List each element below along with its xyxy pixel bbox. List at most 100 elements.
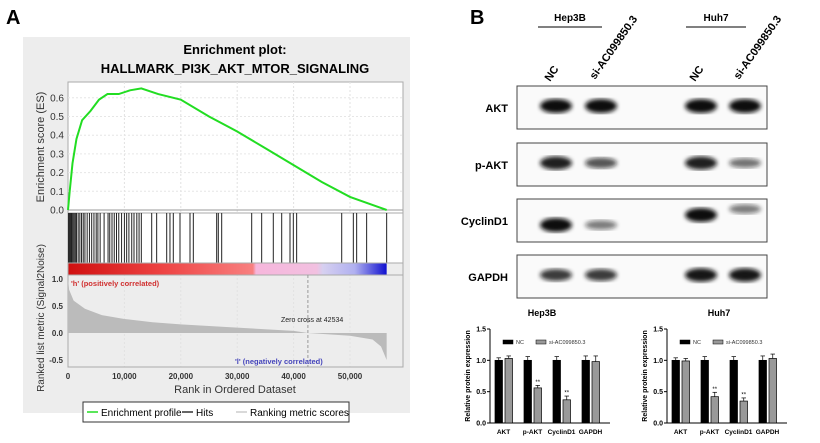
protein-band	[729, 204, 761, 214]
blot-row-label: GAPDH	[468, 272, 508, 284]
protein-band	[729, 99, 761, 113]
es-ytick: 0.4	[50, 131, 64, 142]
protein-band	[585, 269, 617, 281]
significance-mark: **	[712, 387, 717, 393]
bar-ytick: 0.5	[653, 389, 663, 396]
metric-ytick: 1.0	[52, 275, 64, 284]
bar-xtick: p-AKT	[523, 429, 543, 436]
metric-xtick: 30,000	[225, 372, 250, 381]
bar-chart-title: Hep3B	[528, 308, 557, 318]
blot-row-label: p-AKT	[475, 160, 508, 172]
metric-ylabel: Ranked list metric (Signal2Noise)	[36, 244, 47, 392]
bar	[494, 359, 503, 424]
huh7-bar-chart: Huh7 Relative protein expression 0.0 0.5 1.0…	[642, 308, 787, 436]
blot-row-label: CyclinD1	[461, 216, 508, 228]
legend-label: NC	[693, 340, 701, 346]
es-ylabel: Enrichment score (ES)	[35, 92, 47, 203]
hep3b-bar-chart: Hep3B Relative protein expression 0.0 0.5 1.…	[465, 308, 610, 436]
es-ytick: 0.0	[50, 206, 64, 217]
bar-ytick: 1.0	[476, 358, 486, 365]
significance-mark: **	[535, 380, 540, 386]
es-ytick: 0.6	[50, 93, 64, 104]
protein-band	[685, 99, 717, 113]
bar	[523, 359, 532, 424]
lane-label: NC	[543, 64, 562, 84]
metric-ytick: 0.5	[52, 302, 64, 311]
protein-band	[540, 269, 572, 281]
significance-mark: **	[741, 392, 746, 398]
metric-ytick: -0.5	[49, 356, 63, 365]
bar	[739, 400, 748, 424]
western-blot: NC si-AC099850.3 NC si-AC099850.3 AKT p-AKT Cy…	[461, 14, 785, 299]
legend-hits: Hits	[196, 408, 213, 419]
legend-swatch	[535, 339, 547, 345]
positive-correlated-label: 'h' (positively correlated)	[71, 279, 160, 288]
bar-xtick: p-AKT	[700, 429, 720, 436]
bar-xtick: GAPDH	[579, 429, 603, 436]
metric-xtick: 0	[66, 372, 71, 381]
bar-xtick: GAPDH	[756, 429, 780, 436]
protein-band	[585, 157, 617, 169]
metric-xlabel: Rank in Ordered Dataset	[174, 384, 296, 396]
protein-band	[729, 158, 761, 168]
bar-ytick: 1.0	[653, 358, 663, 365]
legend-label: si-AC099850.3	[726, 340, 762, 346]
bar	[562, 399, 571, 424]
blot-row-label: AKT	[485, 103, 508, 115]
protein-band	[685, 208, 717, 222]
bar	[591, 361, 600, 424]
bar-ytick: 1.5	[476, 327, 486, 334]
bar	[710, 396, 719, 424]
enrichment-profile-line	[67, 87, 387, 211]
bar-ytick: 1.5	[653, 327, 663, 334]
bar	[552, 359, 561, 424]
bar-chart-title: Huh7	[708, 308, 731, 318]
lane-label: si-AC099850.3	[732, 14, 785, 82]
legend-swatch	[712, 339, 724, 345]
protein-band	[729, 268, 761, 282]
gsea-plot: 0.0 0.1 0.2 0.3 0.4 0.5 0.6 1.0 0.5 0.0 -0.50 10,00…	[49, 81, 404, 381]
cell-line-hep3b: Hep3B	[554, 13, 586, 24]
protein-band	[685, 268, 717, 282]
legend-enrichment-profile: Enrichment profile	[101, 408, 182, 419]
es-plot-area	[67, 81, 404, 214]
bar-ylabel: Relative protein expression	[642, 330, 649, 421]
protein-band	[540, 218, 572, 232]
legend-ranking-metric: Ranking metric scores	[250, 408, 349, 419]
metric-xtick: 10,000	[112, 372, 137, 381]
es-ytick: 0.2	[50, 168, 64, 179]
bar-xtick: CyclinD1	[725, 429, 753, 436]
metric-ytick: 0.0	[52, 329, 64, 338]
es-ytick: 0.5	[50, 112, 64, 123]
bar	[768, 358, 777, 424]
protein-band	[540, 156, 572, 170]
rank-color-bar	[68, 263, 387, 275]
metric-xtick: 50,000	[338, 372, 363, 381]
bar	[700, 359, 709, 424]
legend-swatch	[502, 339, 514, 345]
bar	[504, 358, 513, 424]
metric-xtick: 40,000	[281, 372, 306, 381]
bar	[729, 359, 738, 424]
bar-ylabel: Relative protein expression	[465, 330, 472, 421]
metric-xtick: 20,000	[169, 372, 194, 381]
es-ytick: 0.1	[50, 187, 64, 198]
protein-band	[585, 220, 617, 230]
zero-cross-label: Zero cross at 42534	[281, 317, 343, 324]
legend-swatch	[679, 339, 691, 345]
panel-label-a: A	[6, 7, 20, 29]
bar-ytick: 0.0	[476, 421, 486, 428]
legend-label: si-AC099850.3	[549, 340, 585, 346]
significance-mark: **	[564, 391, 569, 397]
bar-ytick: 0.0	[653, 421, 663, 428]
bar-xtick: CyclinD1	[548, 429, 576, 436]
es-ytick: 0.3	[50, 149, 64, 160]
lane-label: NC	[688, 64, 707, 84]
bar-xtick: AKT	[674, 429, 687, 436]
hits-area	[67, 212, 404, 264]
gsea-title-line2: HALLMARK_PI3K_AKT_MTOR_SIGNALING	[101, 61, 369, 76]
bar	[681, 360, 690, 424]
protein-band	[585, 99, 617, 113]
lane-label: si-AC099850.3	[588, 14, 641, 82]
